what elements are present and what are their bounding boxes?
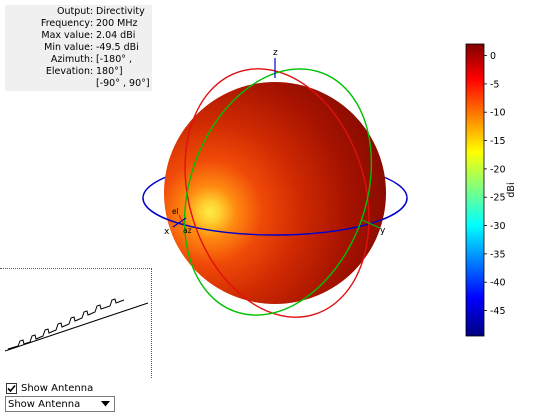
- info-panel: Output : Directivity Frequency : 200 MHz…: [5, 5, 152, 91]
- el-axis-line: [178, 214, 185, 226]
- info-separator: :: [90, 6, 94, 17]
- info-separator: :: [90, 30, 94, 41]
- colorbar-tick-label: -30: [490, 221, 506, 232]
- show-antenna-checkbox-label: Show Antenna: [21, 382, 94, 394]
- antenna-drawing: [4, 298, 149, 352]
- y-axis-label: y: [380, 226, 386, 236]
- info-value: -49.5 dBi: [96, 42, 139, 53]
- info-label: Frequency: [40, 18, 90, 29]
- info-label: Output: [57, 6, 90, 17]
- info-row-max-value: Max value : 2.04 dBi: [5, 30, 152, 42]
- info-separator: :: [90, 18, 94, 29]
- radiation-sphere: [164, 82, 386, 304]
- info-row-elevation-range: [-90° , 90°]: [5, 78, 152, 90]
- azimuth-circle-front: [142, 197, 408, 236]
- info-row-output: Output : Directivity: [5, 6, 152, 18]
- show-antenna-checkbox[interactable]: Show Antenna: [6, 381, 93, 395]
- colorbar-tick-label: -20: [490, 164, 506, 175]
- info-value: 200 MHz: [96, 18, 138, 29]
- colorbar-ticks: 0 -5 -10 -15 -20 -25 -30 -35 -40 -45: [484, 51, 506, 317]
- info-separator: :: [90, 42, 94, 53]
- antenna-view[interactable]: [0, 268, 152, 378]
- colorbar: [465, 43, 485, 337]
- colorbar-tick-label: -45: [490, 306, 506, 317]
- info-label: Elevation: [45, 66, 90, 77]
- z-axis-label: z: [273, 48, 278, 58]
- info-label: Max value: [41, 30, 90, 41]
- info-value: [-180° ,: [96, 54, 133, 65]
- show-antenna-dropdown[interactable]: Show Antenna: [5, 396, 115, 412]
- check-mark-icon: [7, 384, 16, 392]
- colorbar-tick-label: -5: [490, 79, 499, 90]
- info-row-min-value: Min value : -49.5 dBi: [5, 42, 152, 54]
- info-separator: :: [90, 66, 94, 77]
- colorbar-unit-label: dBi: [506, 182, 517, 197]
- chevron-down-icon[interactable]: [98, 397, 112, 411]
- info-value: [-90° , 90°]: [96, 78, 150, 89]
- info-value: Directivity: [96, 6, 145, 17]
- info-row-frequency: Frequency : 200 MHz: [5, 18, 152, 30]
- info-label: Min value: [44, 42, 90, 53]
- info-row-azimuth: Azimuth : [-180° ,: [5, 54, 152, 66]
- el-axis-label: el: [172, 207, 179, 216]
- colorbar-tick-label: -10: [490, 108, 506, 119]
- colorbar-tick-label: -40: [490, 278, 506, 289]
- colorbar-tick-label: -15: [490, 136, 506, 147]
- antenna-element: [7, 298, 125, 350]
- info-value: 180°]: [96, 66, 123, 77]
- colorbar-tick-label: -35: [490, 249, 506, 260]
- x-axis-label: x: [164, 227, 170, 237]
- checkbox-box[interactable]: [6, 382, 17, 394]
- colorbar-tick-label: 0: [490, 51, 496, 62]
- az-axis-label: az: [183, 226, 192, 235]
- info-value: 2.04 dBi: [96, 30, 136, 41]
- x-axis-line: [172, 217, 187, 228]
- elevation-circle-red: [184, 68, 370, 318]
- dropdown-selected-value: Show Antenna: [8, 399, 81, 410]
- info-row-elevation: Elevation : 180°]: [5, 66, 152, 78]
- info-label: Azimuth: [50, 54, 90, 65]
- y-axis-line: [361, 219, 381, 229]
- antenna-ground-line: [4, 302, 149, 352]
- elevation-circle-green: [183, 68, 373, 316]
- colorbar-tick-label: -25: [490, 193, 506, 204]
- info-separator: :: [90, 54, 94, 65]
